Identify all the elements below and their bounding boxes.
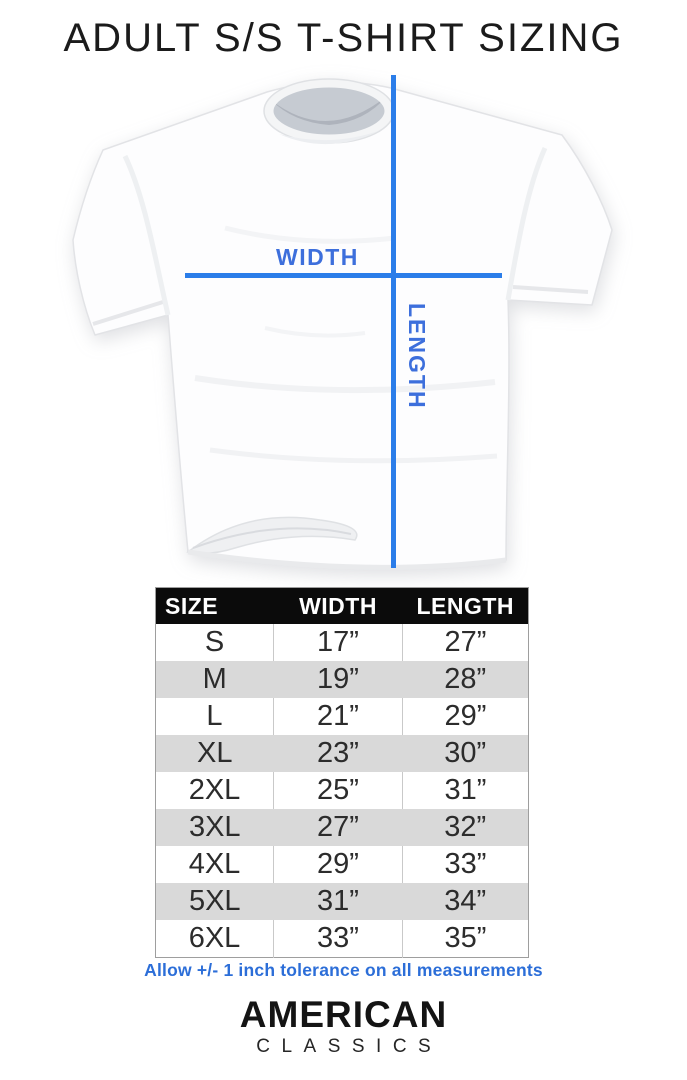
table-row-5xl: 5XL 31” 34” xyxy=(155,883,529,920)
width-cell: 31” xyxy=(317,885,359,917)
table-row-l: L 21” 29” xyxy=(156,698,529,735)
length-cell: 31” xyxy=(402,772,529,809)
length-cell: 28” xyxy=(444,663,487,695)
size-cell: 3XL xyxy=(188,811,241,843)
length-label: LENGTH xyxy=(404,303,430,410)
width-cell: 19” xyxy=(317,663,359,695)
table-row-s: S 17” 27” xyxy=(156,624,529,661)
brand-name-classics: CLASSICS xyxy=(256,1036,443,1057)
length-cell: 34” xyxy=(444,885,487,917)
width-column-header: WIDTH xyxy=(273,587,403,624)
width-cell: 27” xyxy=(317,811,359,843)
length-cell: 35” xyxy=(402,920,529,958)
width-cell: 23” xyxy=(317,737,359,769)
brand-logo: AMERICAN CLASSICS xyxy=(0,996,687,1058)
size-cell: 5XL xyxy=(188,885,241,917)
length-cell: 30” xyxy=(444,737,487,769)
width-cell: 25” xyxy=(273,772,403,809)
length-cell: 29” xyxy=(402,698,529,735)
size-cell: 4XL xyxy=(188,848,241,880)
size-cell: M xyxy=(202,663,227,695)
length-cell: 27” xyxy=(402,624,529,661)
tshirt-illustration xyxy=(72,78,613,570)
width-cell: 17” xyxy=(273,624,403,661)
table-row-2xl: 2XL 25” 31” xyxy=(156,772,529,809)
table-row-xl: XL 23” 30” xyxy=(155,735,529,772)
width-cell: 21” xyxy=(273,698,403,735)
size-cell: L xyxy=(206,700,223,732)
width-measure-line xyxy=(185,273,502,278)
length-cell: 32” xyxy=(444,811,487,843)
tolerance-note: Allow +/- 1 inch tolerance on all measur… xyxy=(144,960,543,980)
width-label: WIDTH xyxy=(276,244,359,270)
size-cell: 2XL xyxy=(188,774,241,806)
width-cell: 29” xyxy=(273,846,403,883)
table-row-6xl: 6XL 33” 35” xyxy=(156,920,529,958)
table-row-m: M 19” 28” xyxy=(155,661,529,698)
table-row-4xl: 4XL 29” 33” xyxy=(156,846,529,883)
size-table: SIZE WIDTH LENGTH S 17” 27” M 19” 28” L … xyxy=(155,587,529,958)
size-cell: 6XL xyxy=(188,922,241,954)
width-cell: 33” xyxy=(273,920,403,958)
size-cell: XL xyxy=(197,737,233,769)
page-title: ADULT S/S T-SHIRT SIZING xyxy=(63,16,624,60)
size-table-header-row: SIZE WIDTH LENGTH xyxy=(155,587,529,624)
length-cell: 33” xyxy=(402,846,529,883)
size-cell: S xyxy=(204,626,225,658)
size-column-header: SIZE xyxy=(155,587,274,624)
tshirt-image xyxy=(65,78,620,575)
length-measure-line xyxy=(391,75,396,568)
brand-name-american: AMERICAN xyxy=(239,994,448,1035)
length-column-header: LENGTH xyxy=(402,587,529,624)
table-row-3xl: 3XL 27” 32” xyxy=(155,809,529,846)
